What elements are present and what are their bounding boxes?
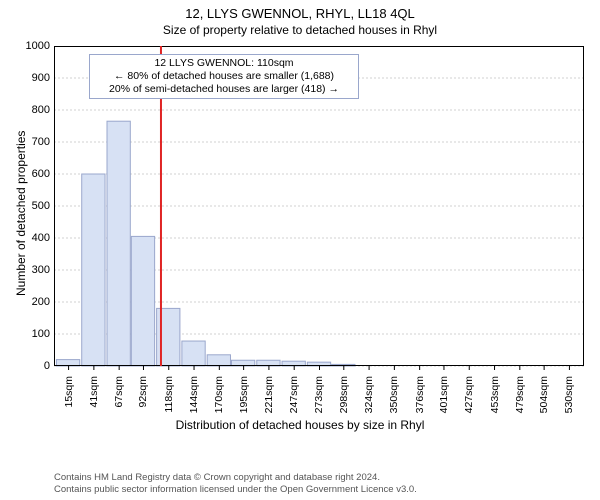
page-title: 12, LLYS GWENNOL, RHYL, LL18 4QL [0, 0, 600, 21]
footer-line-1: Contains HM Land Registry data © Crown c… [54, 472, 417, 484]
y-tick-label: 600 [10, 168, 54, 180]
histogram-bar [131, 236, 154, 366]
x-tick-label: 144sqm [188, 372, 200, 413]
y-tick-label: 300 [10, 264, 54, 276]
y-tick-label: 900 [10, 72, 54, 84]
y-tick-label: 700 [10, 136, 54, 148]
x-tick-label: 221sqm [263, 372, 275, 413]
x-tick-label: 350sqm [388, 372, 400, 413]
chart-svg [54, 46, 584, 416]
x-tick-label: 376sqm [414, 372, 426, 413]
histogram-bar [107, 121, 130, 366]
x-tick-label: 170sqm [213, 372, 225, 413]
y-tick-label: 800 [10, 104, 54, 116]
x-tick-label: 324sqm [363, 372, 375, 413]
y-tick-label: 100 [10, 328, 54, 340]
x-tick-label: 41sqm [88, 372, 100, 408]
x-tick-label: 195sqm [238, 372, 250, 413]
x-tick-label: 530sqm [563, 372, 575, 413]
histogram-chart: 12 LLYS GWENNOL: 110sqm ← 80% of detache… [54, 46, 584, 416]
x-tick-label: 118sqm [163, 372, 175, 413]
x-tick-label: 247sqm [288, 372, 300, 413]
histogram-bar [207, 355, 230, 366]
x-tick-label: 15sqm [63, 372, 75, 408]
chart-subtitle: Size of property relative to detached ho… [0, 21, 600, 37]
x-axis-label: Distribution of detached houses by size … [0, 418, 600, 432]
x-tick-label: 504sqm [538, 372, 550, 413]
x-tick-label: 298sqm [338, 372, 350, 413]
callout-line-1: 12 LLYS GWENNOL: 110sqm [96, 57, 352, 70]
callout-line-2: ← 80% of detached houses are smaller (1,… [96, 70, 352, 83]
y-tick-label: 200 [10, 296, 54, 308]
footer-line-2: Contains public sector information licen… [54, 484, 417, 496]
x-tick-label: 273sqm [313, 372, 325, 413]
y-tick-label: 0 [10, 360, 54, 372]
page-root: 12, LLYS GWENNOL, RHYL, LL18 4QL Size of… [0, 0, 600, 500]
x-tick-label: 427sqm [463, 372, 475, 413]
histogram-bar [182, 341, 205, 366]
callout-line-3: 20% of semi-detached houses are larger (… [96, 83, 352, 96]
x-tick-label: 453sqm [489, 372, 501, 413]
x-tick-label: 401sqm [438, 372, 450, 413]
property-callout: 12 LLYS GWENNOL: 110sqm ← 80% of detache… [89, 54, 359, 99]
histogram-bar [82, 174, 105, 366]
x-tick-label: 67sqm [113, 372, 125, 408]
y-tick-label: 400 [10, 232, 54, 244]
attribution-footer: Contains HM Land Registry data © Crown c… [54, 472, 417, 496]
x-tick-label: 92sqm [137, 372, 149, 408]
x-tick-label: 479sqm [514, 372, 526, 413]
y-tick-label: 1000 [10, 40, 54, 52]
y-tick-label: 500 [10, 200, 54, 212]
